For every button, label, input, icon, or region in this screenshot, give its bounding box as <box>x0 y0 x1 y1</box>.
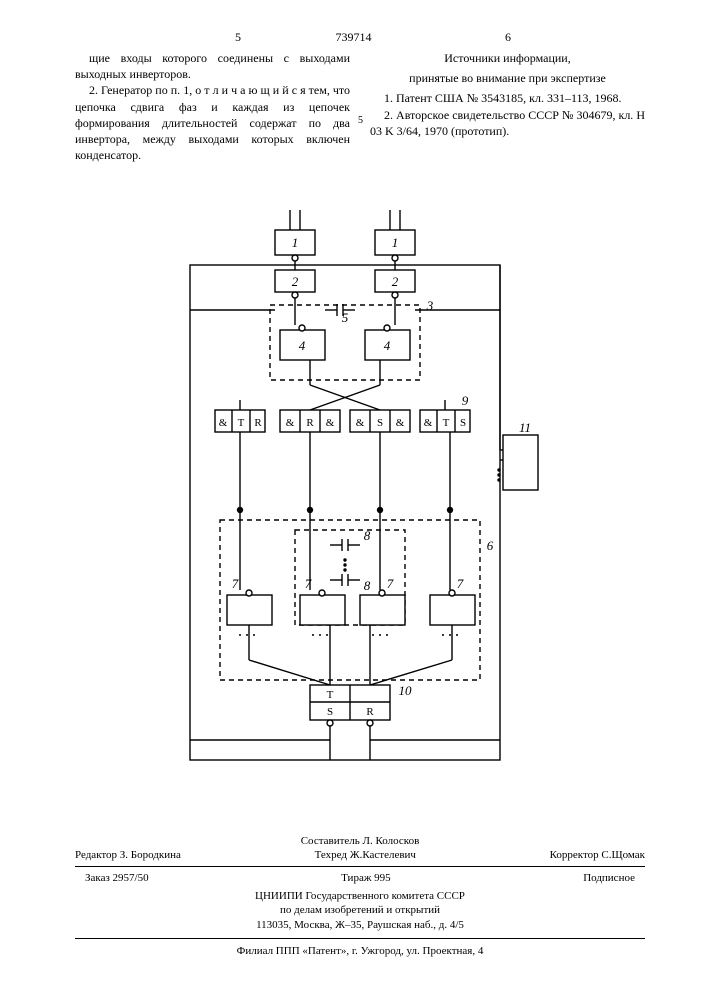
org-address: 113035, Москва, Ж–35, Раушская наб., д. … <box>75 918 645 932</box>
g-amp-4: & <box>356 417 365 429</box>
corrector: Корректор С.Щомак <box>550 849 645 861</box>
org-line-2: по делам изобретений и открытий <box>75 903 645 917</box>
editor: Редактор З. Бородкина <box>75 849 181 861</box>
lbl-8a: 8 <box>364 528 371 543</box>
text-columns: щие входы которого соединены с выходами … <box>75 50 645 163</box>
tirage: Тираж 995 <box>341 872 391 884</box>
techred: Техред Ж.Кастелевич <box>315 849 416 861</box>
g-amp-3: & <box>326 417 335 429</box>
g-R-1: R <box>254 417 262 429</box>
lbl-5: 5 <box>342 310 349 325</box>
col-number-left: 5 <box>235 30 241 45</box>
lbl-7b: 7 <box>305 576 312 591</box>
lbl-7d: 7 <box>457 576 464 591</box>
sources-heading-1: Источники информации, <box>370 50 645 66</box>
lbl-6: 6 <box>487 538 494 553</box>
g-R-2: R <box>306 417 314 429</box>
g-S-1: S <box>377 417 383 429</box>
lbl-2b: 2 <box>392 274 399 289</box>
diagram-svg: 1 1 2 2 3 5 4 4 9 11 6 8 8 7 7 7 7 10 & … <box>165 210 545 770</box>
left-column: щие входы которого соединены с выходами … <box>75 50 350 163</box>
g-amp-2: & <box>286 417 295 429</box>
publisher-info: ЦНИИПИ Государственного комитета СССР по… <box>75 886 645 935</box>
order-row: Заказ 2957/50 Тираж 995 Подписное <box>75 870 645 886</box>
col-number-right: 6 <box>505 30 511 45</box>
g-S-2: S <box>460 417 466 429</box>
lbl-1a: 1 <box>292 235 299 250</box>
order-no: Заказ 2957/50 <box>85 872 149 884</box>
left-para-2: 2. Генератор по п. 1, о т л и ч а ю щ и … <box>75 82 350 163</box>
divider-1 <box>75 866 645 867</box>
divider-2 <box>75 938 645 939</box>
g-T-3: T <box>327 689 334 701</box>
left-para-1: щие входы которого соединены с выходами … <box>75 50 350 82</box>
g-amp-5: & <box>396 417 405 429</box>
g-amp-6: & <box>424 417 433 429</box>
g-S-3: S <box>327 706 333 718</box>
lbl-9: 9 <box>462 393 469 408</box>
g-T-1: T <box>238 417 245 429</box>
lbl-2a: 2 <box>292 274 299 289</box>
right-para-2: 2. Авторское свидетельство СССР № 304679… <box>370 107 645 139</box>
circuit-diagram: 1 1 2 2 3 5 4 4 9 11 6 8 8 7 7 7 7 10 & … <box>165 210 545 770</box>
right-para-1: 1. Патент США № 3543185, кл. 331–113, 19… <box>370 90 645 106</box>
g-T-2: T <box>443 417 450 429</box>
right-column: Источники информации, принятые во вниман… <box>370 50 645 163</box>
lbl-10: 10 <box>399 683 413 698</box>
document-number: 739714 <box>336 30 372 45</box>
credits-row: Редактор З. Бородкина Техред Ж.Кастелеви… <box>75 847 645 863</box>
g-amp-1: & <box>219 417 228 429</box>
lbl-7c: 7 <box>387 576 394 591</box>
g-R-3: R <box>366 706 374 718</box>
lbl-11: 11 <box>519 420 531 435</box>
footer-block: Составитель Л. Колосков Редактор З. Боро… <box>75 835 645 960</box>
subscription: Подписное <box>583 872 635 884</box>
lbl-8b: 8 <box>364 578 371 593</box>
lbl-4b: 4 <box>384 338 391 353</box>
sources-heading-2: принятые во внимание при экспертизе <box>370 70 645 86</box>
branch-line: Филиал ППП «Патент», г. Ужгород, ул. Про… <box>75 942 645 960</box>
lbl-3: 3 <box>426 298 434 313</box>
lbl-7a: 7 <box>232 576 239 591</box>
lbl-1b: 1 <box>392 235 399 250</box>
lbl-4a: 4 <box>299 338 306 353</box>
org-line-1: ЦНИИПИ Государственного комитета СССР <box>75 889 645 903</box>
compiler-line: Составитель Л. Колосков <box>75 835 645 847</box>
